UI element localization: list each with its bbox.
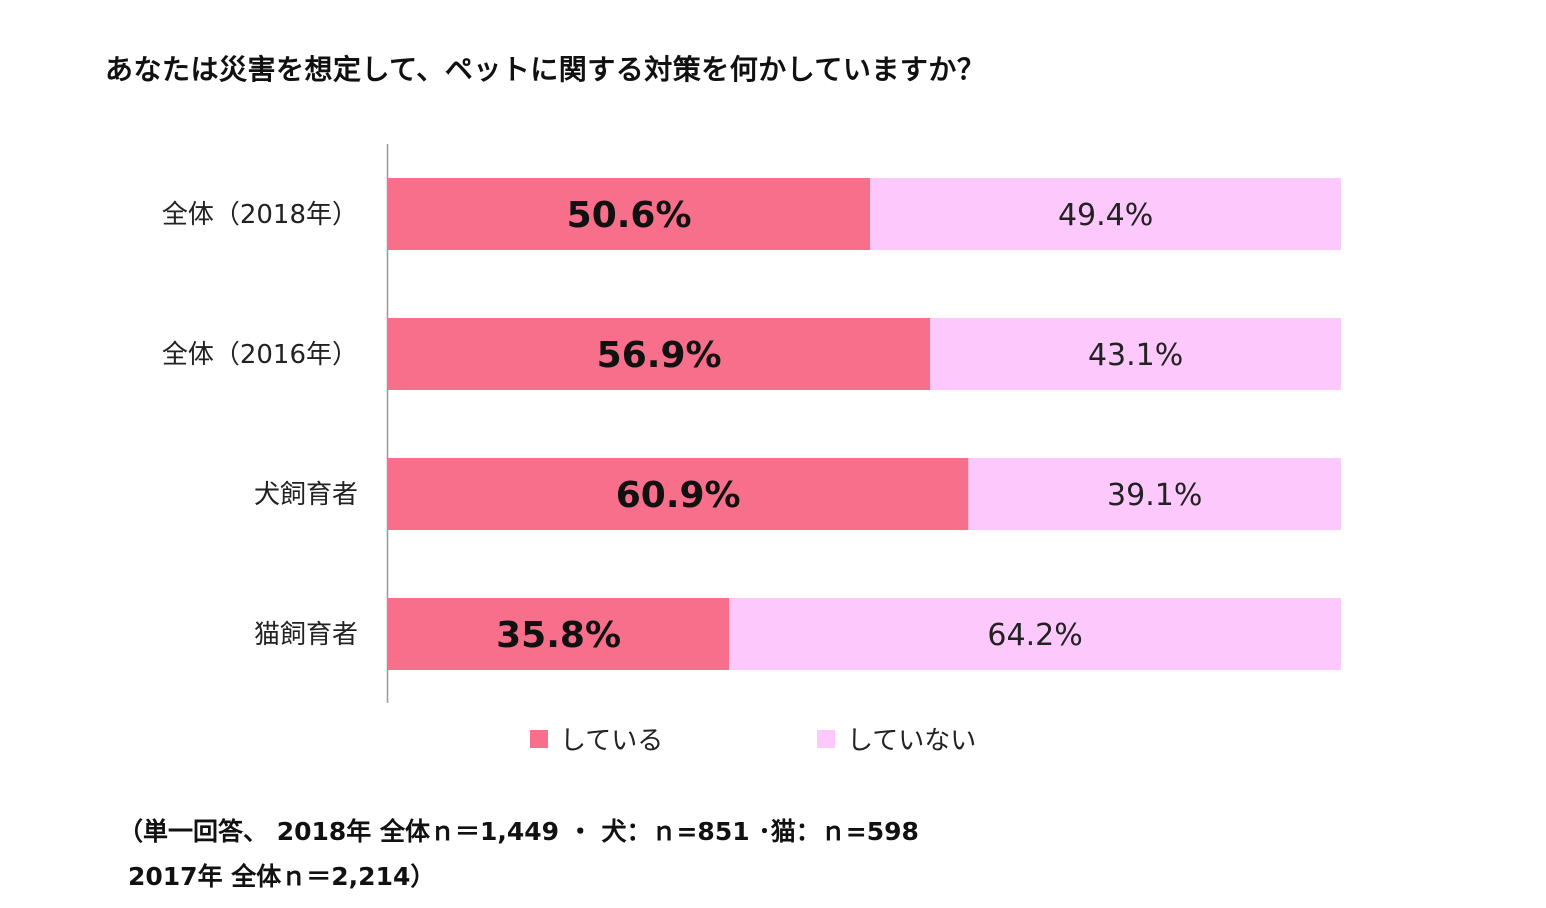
legend-swatch-doing — [530, 729, 548, 748]
data-label-doing: 50.6% — [567, 195, 692, 236]
bar-doing — [388, 178, 871, 250]
bar-not-doing — [968, 458, 1341, 530]
bar-doing — [388, 458, 969, 530]
chart-title: あなたは災害を想定して、ペットに関する対策を何かしていますか？ — [105, 53, 986, 86]
bar-doing — [388, 598, 730, 670]
category-label: 全体（2018年） — [162, 200, 358, 230]
bar-not-doing — [729, 598, 1341, 670]
sample-note-line1: （単一回答、 2018年 全体ｎ＝1,449 ・ 犬：ｎ=851 ･猫：ｎ=59… — [118, 817, 919, 846]
bar-not-doing — [930, 318, 1341, 390]
category-label: 猫飼育者 — [254, 620, 358, 650]
data-label-doing: 35.8% — [496, 615, 621, 656]
data-label-doing: 56.9% — [597, 335, 722, 376]
data-label-not-doing: 39.1% — [1107, 478, 1202, 513]
bar-doing — [388, 318, 931, 390]
legend-item-not-doing: していない — [817, 720, 976, 757]
data-label-not-doing: 64.2% — [987, 618, 1082, 653]
legend-label-not-doing: していない — [847, 726, 977, 756]
legend-swatch-not-doing — [817, 729, 835, 748]
legend-item-doing: している — [530, 720, 663, 757]
data-label-not-doing: 49.4% — [1058, 198, 1153, 233]
category-label: 全体（2016年） — [162, 340, 358, 370]
data-label-not-doing: 43.1% — [1088, 338, 1183, 373]
bar-not-doing — [870, 178, 1341, 250]
legend-label-doing: している — [560, 726, 664, 756]
sample-note-line2: 2017年 全体ｎ＝2,214） — [128, 862, 436, 891]
data-label-doing: 60.9% — [616, 475, 741, 516]
category-label: 犬飼育者 — [254, 480, 358, 510]
